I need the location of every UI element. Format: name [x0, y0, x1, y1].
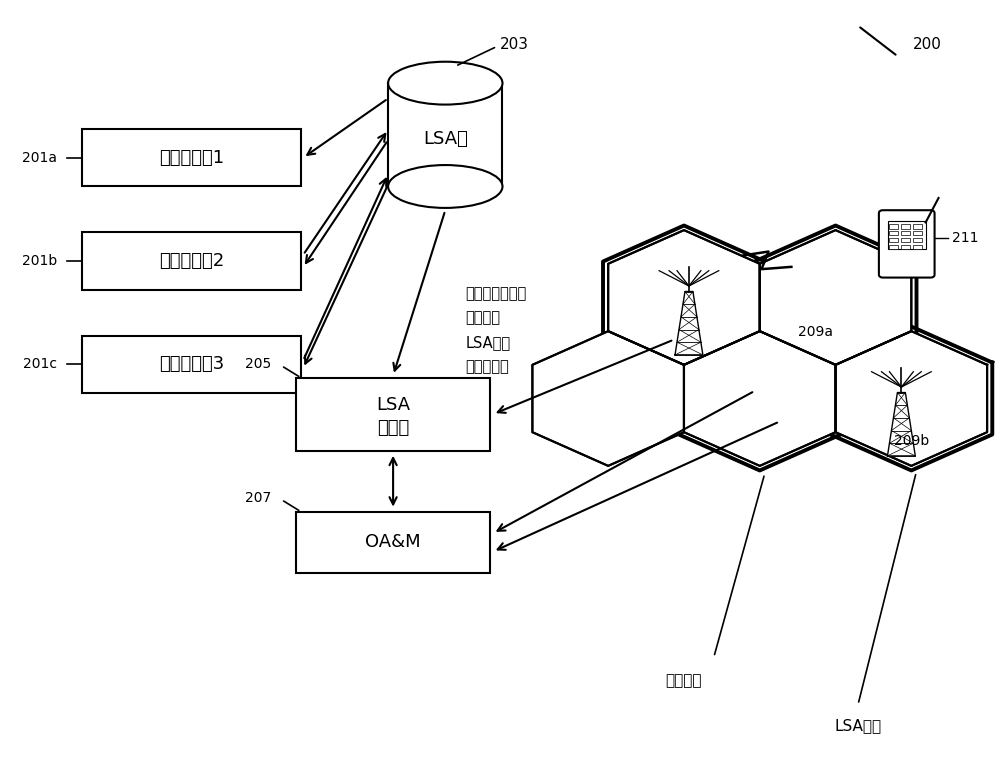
Text: 现任持有者3: 现任持有者3 — [159, 355, 224, 373]
Bar — [388, 83, 502, 187]
Polygon shape — [760, 230, 911, 365]
Bar — [913, 231, 922, 235]
Text: 205: 205 — [245, 357, 271, 371]
Text: 根据时间、空间: 根据时间、空间 — [465, 286, 526, 301]
Polygon shape — [836, 332, 987, 466]
Bar — [901, 231, 910, 235]
Bar — [901, 237, 910, 242]
Text: 201c: 201c — [23, 358, 57, 372]
Text: 203: 203 — [500, 37, 529, 52]
Bar — [901, 244, 910, 249]
Bar — [913, 244, 922, 249]
Text: 现任持有者1: 现任持有者1 — [159, 149, 224, 167]
Bar — [913, 224, 922, 228]
Text: LSA频谱: LSA频谱 — [465, 335, 510, 350]
Text: 现任持有者2: 现任持有者2 — [159, 252, 224, 270]
Text: 207: 207 — [245, 491, 271, 505]
Polygon shape — [684, 332, 836, 466]
Text: OA&M: OA&M — [365, 534, 421, 551]
Text: 200: 200 — [913, 37, 942, 52]
Bar — [901, 224, 910, 228]
Text: 和频率的: 和频率的 — [465, 311, 500, 325]
Bar — [889, 244, 898, 249]
Text: 授权频谱: 授权频谱 — [666, 672, 702, 688]
Ellipse shape — [388, 62, 502, 105]
Bar — [296, 512, 490, 573]
Text: 201a: 201a — [22, 151, 57, 165]
Bar — [82, 335, 301, 393]
Polygon shape — [675, 291, 703, 355]
Text: 201b: 201b — [22, 254, 57, 268]
Bar — [889, 237, 898, 242]
Bar — [889, 231, 898, 235]
Text: 209b: 209b — [894, 433, 929, 448]
FancyBboxPatch shape — [879, 210, 935, 278]
Text: 可用性信息: 可用性信息 — [465, 359, 509, 375]
Ellipse shape — [388, 165, 502, 208]
Polygon shape — [887, 392, 915, 456]
Bar — [82, 129, 301, 187]
Text: 211: 211 — [952, 231, 979, 244]
Polygon shape — [608, 230, 760, 365]
Text: 控制器: 控制器 — [377, 419, 409, 437]
Text: LSA: LSA — [376, 396, 410, 414]
Bar — [913, 237, 922, 242]
Text: 209a: 209a — [798, 325, 833, 339]
Text: LSA频谱: LSA频谱 — [834, 719, 882, 734]
Bar — [888, 221, 926, 249]
Text: LSA库: LSA库 — [423, 130, 468, 147]
Bar — [82, 232, 301, 290]
Bar — [296, 378, 490, 450]
Bar — [389, 73, 501, 89]
Bar — [889, 224, 898, 228]
Polygon shape — [532, 332, 684, 466]
